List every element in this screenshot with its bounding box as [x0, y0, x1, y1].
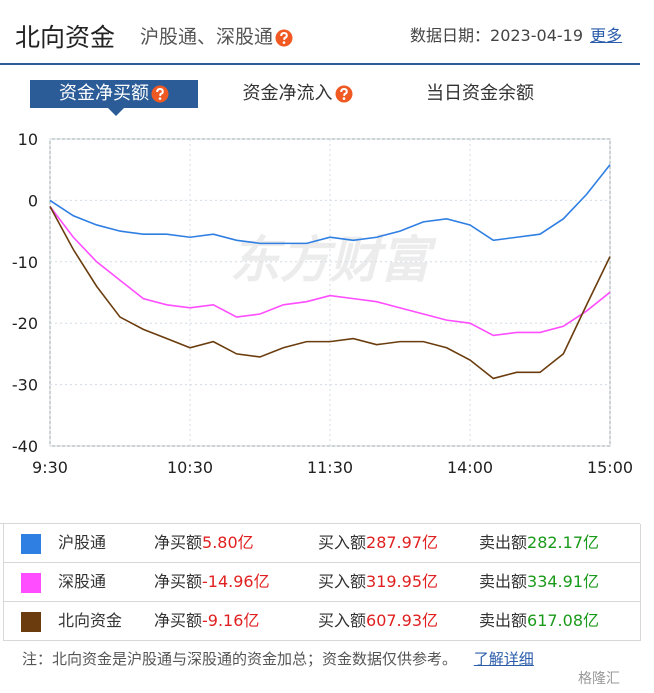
- chart: 东方财富 10 0 -10 -20 -30 -40 9:30 10:30 11:30 14:00 1…: [12, 130, 633, 477]
- x-tick-label: 15:00: [587, 458, 633, 477]
- cell: 卖出额334.91亿: [479, 563, 599, 601]
- cell-label: 净买额: [154, 611, 203, 630]
- x-tick-label: 9:30: [32, 458, 68, 477]
- tab-active[interactable]: 资金净买额: [30, 80, 198, 108]
- cell: 买入额607.93亿: [318, 602, 438, 640]
- help-icon[interactable]: [151, 85, 169, 103]
- cell-value: -14.96亿: [202, 572, 270, 591]
- table-row: 深股通 净买额-14.96亿 买入额319.95亿 卖出额334.91亿: [3, 563, 641, 602]
- detail-link[interactable]: 了解详细: [473, 650, 534, 668]
- cell-label: 卖出额: [479, 533, 528, 552]
- date-label: 数据日期：: [410, 26, 491, 45]
- y-tick-label: 10: [18, 130, 38, 149]
- series-line: [49, 206, 611, 380]
- title: 北向资金: [15, 23, 116, 52]
- series-name: 北向资金: [58, 611, 123, 630]
- subtitle: 沪股通、深股通: [140, 22, 293, 49]
- tab[interactable]: 资金净流入: [225, 80, 370, 108]
- tab[interactable]: 当日资金余额: [426, 83, 534, 104]
- more-link[interactable]: 更多: [590, 26, 623, 45]
- cell-value: 617.08亿: [527, 611, 600, 630]
- help-icon[interactable]: [275, 29, 293, 47]
- cell-label: 净买额: [154, 533, 203, 552]
- cell-value: 319.95亿: [366, 572, 439, 591]
- x-tick-label: 11:30: [307, 458, 353, 477]
- x-tick-label: 14:00: [447, 458, 493, 477]
- cell-label: 卖出额: [479, 611, 528, 630]
- cell: 净买额-9.16亿: [154, 602, 259, 640]
- footer-note: 注：北向资金是沪股通与深股通的资金加总；资金数据仅供参考。 了解详细: [22, 648, 534, 669]
- cell-value: 5.80亿: [202, 533, 254, 552]
- cell: 买入额319.95亿: [318, 563, 438, 601]
- watermark: 东方财富: [230, 231, 437, 289]
- x-tick-label: 10:30: [167, 458, 213, 477]
- y-tick-label: -40: [12, 437, 38, 456]
- y-tick-label: 0: [28, 191, 38, 210]
- cell-label: 买入额: [318, 611, 367, 630]
- legend-swatch: [21, 612, 41, 632]
- cell-label: 卖出额: [479, 572, 528, 591]
- cell: 买入额287.97亿: [318, 524, 438, 562]
- date-info: 数据日期：2023-04-19 更多: [410, 22, 622, 46]
- date: 2023-04-19: [490, 26, 583, 45]
- series-name: 深股通: [58, 572, 107, 591]
- cell-value: 282.17亿: [527, 533, 600, 552]
- y-tick-label: -20: [12, 314, 38, 333]
- series-line: [49, 206, 611, 337]
- cell: 卖出额617.08亿: [479, 602, 599, 640]
- cell-value: 287.97亿: [366, 533, 439, 552]
- tab-label: 资金净买额: [59, 83, 149, 104]
- series-line: [49, 164, 611, 245]
- tab-label: 资金净流入: [242, 83, 333, 104]
- table-row: 北向资金 净买额-9.16亿 买入额607.93亿 卖出额617.08亿: [3, 602, 641, 641]
- cell-value: -9.16亿: [202, 611, 260, 630]
- help-icon[interactable]: [335, 85, 353, 103]
- cell-value: 607.93亿: [366, 611, 439, 630]
- cell: 净买额-14.96亿: [154, 563, 270, 601]
- subtitle-text: 沪股通、深股通: [140, 26, 274, 48]
- cell-label: 净买额: [154, 572, 203, 591]
- cell-label: 买入额: [318, 572, 367, 591]
- y-tick-label: -30: [12, 376, 38, 395]
- legend-swatch: [21, 573, 41, 593]
- note: 注：北向资金是沪股通与深股通的资金加总；资金数据仅供参考。: [22, 650, 458, 668]
- legend-swatch: [21, 534, 41, 554]
- cell-value: 334.91亿: [527, 572, 600, 591]
- cell-label: 买入额: [318, 533, 367, 552]
- y-tick-label: -10: [12, 253, 38, 272]
- cell: 卖出额282.17亿: [479, 524, 599, 562]
- table-row: 沪股通 净买额5.80亿 买入额287.97亿 卖出额282.17亿: [3, 524, 641, 563]
- series-name: 沪股通: [58, 533, 107, 552]
- tab-pointer: [108, 108, 124, 116]
- cell: 净买额5.80亿: [154, 524, 254, 562]
- legend-table: 沪股通 净买额5.80亿 买入额287.97亿 卖出额282.17亿 深股通 净买额-14…: [0, 523, 641, 644]
- corner-watermark: 格隆汇: [578, 671, 620, 687]
- header-rule: [0, 63, 640, 65]
